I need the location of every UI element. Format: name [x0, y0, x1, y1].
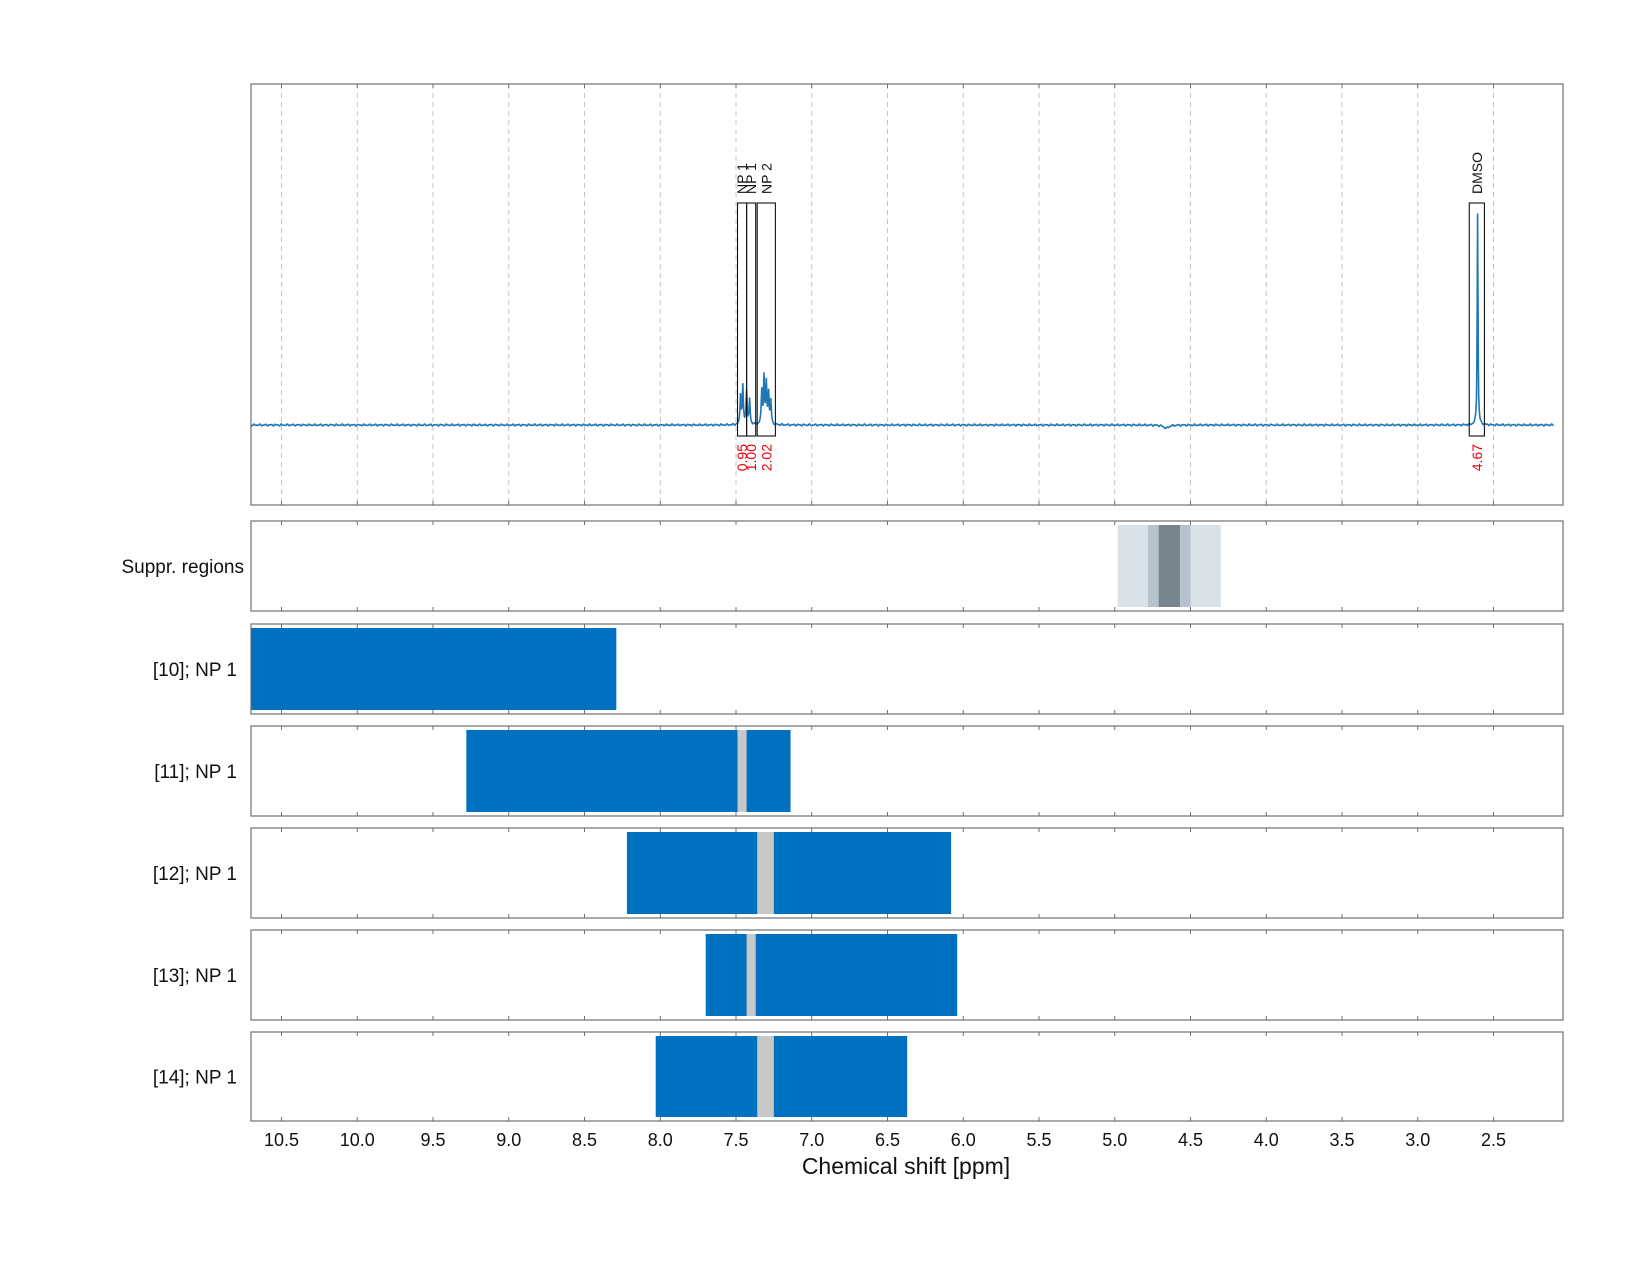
- excluded-band: [757, 832, 774, 914]
- x-tick-label: 8.0: [648, 1130, 673, 1150]
- x-tick-label: 3.0: [1405, 1130, 1430, 1150]
- excluded-band: [757, 1036, 774, 1117]
- range-row-label: [14]; NP 1: [153, 1068, 237, 1089]
- excluded-band: [737, 730, 747, 812]
- x-tick-label: 7.5: [723, 1130, 748, 1150]
- x-tick-label: 6.0: [951, 1130, 976, 1150]
- x-axis-title: Chemical shift [ppm]: [802, 1153, 1010, 1179]
- spectrum-panel: NP 1 0.95 NP 1 1.00 NP 2 2.02 DMSO 4.67: [250, 83, 1564, 506]
- x-tick-label: 10.5: [264, 1130, 299, 1150]
- integral-value: 4.67: [1469, 444, 1485, 471]
- x-axis: 10.5 10.0 9.5 9.0 8.5 8.0 7.5 7.0 6.5 6.0 5.5 5.0 4.…: [264, 84, 1506, 1150]
- range-row-label: [12]; NP 1: [153, 864, 237, 885]
- spectrum-frame: [250, 83, 1564, 506]
- range-bar: [466, 730, 791, 812]
- x-tick-label: 8.5: [572, 1130, 597, 1150]
- x-tick-label: 4.0: [1254, 1130, 1279, 1150]
- peak-region-label: NP 1: [743, 163, 759, 194]
- range-bar: [655, 1036, 908, 1117]
- peak-region-box: [756, 202, 776, 437]
- x-tick-label: 4.5: [1178, 1130, 1203, 1150]
- spectrum-line: [250, 213, 1554, 430]
- x-tick-label: 5.0: [1102, 1130, 1127, 1150]
- x-tick-label: 2.5: [1481, 1130, 1506, 1150]
- integral-value: 1.00: [743, 444, 759, 471]
- peak-region-label: NP 2: [758, 163, 774, 194]
- x-tick-label: 10.0: [340, 1130, 375, 1150]
- range-row-label: [11]; NP 1: [154, 762, 237, 783]
- peak-region-label: DMSO: [1469, 152, 1485, 194]
- excluded-band: [746, 934, 756, 1016]
- peak-region-box: [1468, 202, 1485, 437]
- x-tick-label: 9.5: [420, 1130, 445, 1150]
- suppression-band: [1158, 525, 1180, 607]
- range-row-label: [10]; NP 1: [153, 660, 237, 681]
- range-bar: [626, 832, 952, 914]
- integral-value: 2.02: [758, 444, 774, 471]
- range-rows: Suppr. regions [10]; NP 1 [11]; NP 1 [12]; …: [121, 520, 1564, 1122]
- peak-region-label: NP 1: [734, 163, 750, 194]
- range-bar: [251, 628, 617, 710]
- range-bar: [705, 934, 958, 1016]
- range-panel-frame: [250, 725, 1564, 817]
- peak-region-box: [746, 202, 757, 437]
- x-tick-label: 6.5: [875, 1130, 900, 1150]
- x-tick-label: 3.5: [1329, 1130, 1354, 1150]
- range-row-label: [13]; NP 1: [153, 966, 237, 987]
- integral-value: 0.95: [734, 444, 750, 471]
- x-tick-label: 5.5: [1026, 1130, 1051, 1150]
- x-tick-label: 7.0: [799, 1130, 824, 1150]
- suppression-row-label: Suppr. regions: [121, 557, 244, 578]
- x-tick-label: 9.0: [496, 1130, 521, 1150]
- grid-lines: [281, 84, 1494, 505]
- suppression-panel-frame: [250, 520, 1564, 612]
